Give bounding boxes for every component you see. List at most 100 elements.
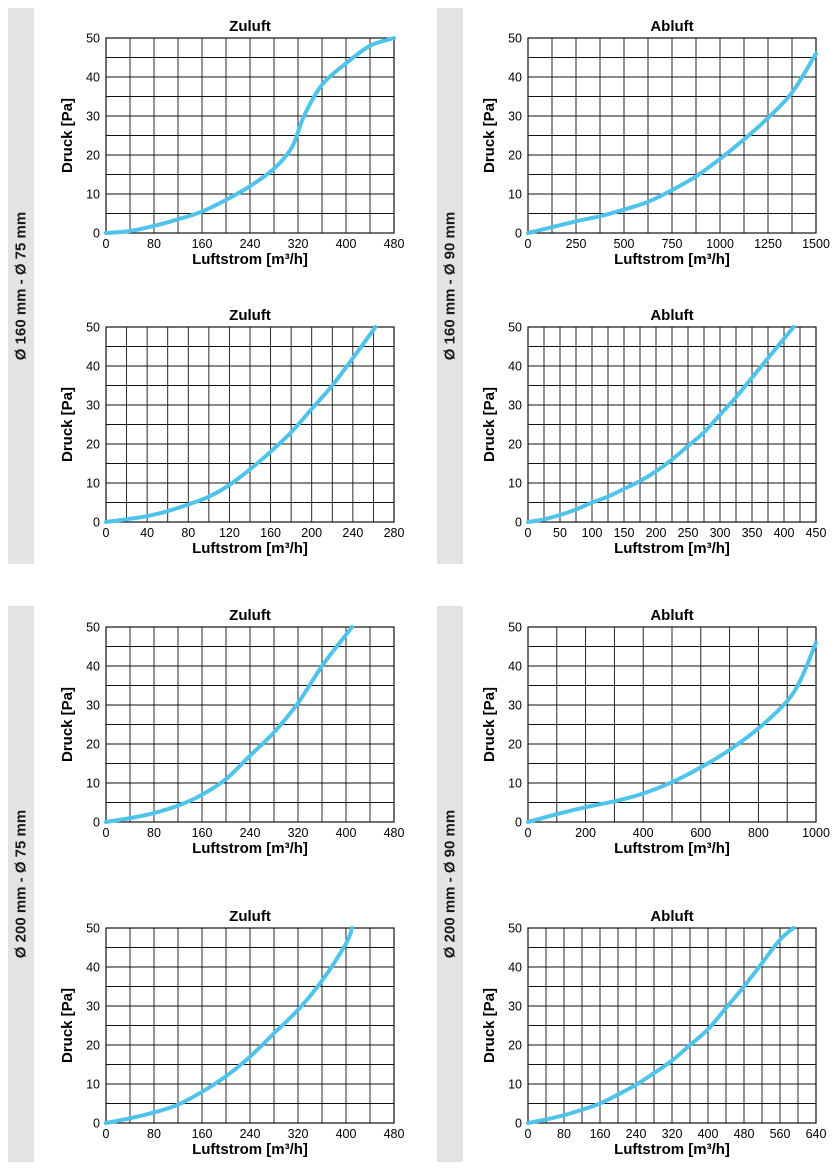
chart-7: 0 10 20 30 40 50 0 80 160 240 320 400 480 Zuluft Lufts…: [59, 908, 404, 1158]
x-tick-label: 480: [384, 237, 405, 251]
x-tick-label: 600: [690, 826, 711, 840]
plot-frame: [105, 626, 395, 823]
y-tick-label: 0: [515, 516, 522, 530]
y-tick-label: 20: [86, 438, 100, 452]
x-axis-label: Luftstrom [m³/h]: [192, 540, 308, 557]
series-line: [104, 36, 396, 235]
series-line: [526, 640, 818, 824]
x-axis-label: Luftstrom [m³/h]: [614, 251, 730, 268]
x-tick-label: 160: [260, 526, 281, 540]
x-tick-label: 480: [384, 826, 405, 840]
y-tick-label: 10: [508, 477, 522, 491]
y-tick-label: 50: [508, 922, 522, 936]
y-tick-label: 20: [508, 1039, 522, 1053]
x-tick-label: 80: [147, 237, 161, 251]
x-axis-label: Luftstrom [m³/h]: [192, 251, 308, 268]
x-tick-label: 160: [590, 1127, 611, 1141]
y-tick-label: 20: [86, 1039, 100, 1053]
x-tick-label: 1000: [802, 826, 830, 840]
y-tick-label: 30: [508, 1000, 522, 1014]
y-tick-label: 20: [86, 149, 100, 163]
group-band-1: Ø 160 mm - Ø 75 mm: [8, 8, 34, 564]
x-tick-label: 0: [525, 526, 532, 540]
series-line: [526, 51, 818, 235]
y-tick-label: 0: [515, 816, 522, 830]
x-tick-label: 400: [774, 526, 795, 540]
x-axis-label: Luftstrom [m³/h]: [614, 840, 730, 857]
x-tick-label: 400: [698, 1127, 719, 1141]
plot-frame: [105, 37, 395, 234]
x-tick-label: 0: [103, 1127, 110, 1141]
x-axis-label: Luftstrom [m³/h]: [614, 540, 730, 557]
y-tick-label: 10: [86, 1078, 100, 1092]
x-tick-label: 280: [384, 526, 405, 540]
x-tick-label: 0: [525, 1127, 532, 1141]
x-tick-label: 250: [566, 237, 587, 251]
x-tick-label: 80: [181, 526, 195, 540]
x-tick-label: 1500: [802, 237, 830, 251]
x-tick-label: 560: [770, 1127, 791, 1141]
x-tick-label: 150: [614, 526, 635, 540]
chart-title: Zuluft: [229, 908, 271, 925]
y-tick-label: 50: [86, 32, 100, 46]
x-tick-label: 240: [240, 237, 261, 251]
chart-5: 0 10 20 30 40 50 0 80 160 240 320 400 480 Zuluft Lufts…: [59, 607, 404, 857]
chart-1: 0 10 20 30 40 50 0 80 160 240 320 400 480 Zuluft Lufts…: [59, 18, 404, 268]
y-tick-label: 50: [86, 321, 100, 335]
x-tick-label: 480: [734, 1127, 755, 1141]
y-tick-label: 0: [515, 1117, 522, 1131]
x-tick-label: 200: [575, 826, 596, 840]
y-tick-label: 20: [86, 738, 100, 752]
y-tick-label: 20: [508, 738, 522, 752]
y-tick-label: 40: [86, 961, 100, 975]
x-tick-label: 0: [525, 237, 532, 251]
y-tick-label: 0: [93, 1117, 100, 1131]
x-tick-label: 200: [301, 526, 322, 540]
y-tick-label: 30: [508, 699, 522, 713]
x-tick-label: 350: [742, 526, 763, 540]
x-tick-label: 500: [614, 237, 635, 251]
y-tick-label: 30: [86, 699, 100, 713]
y-tick-label: 0: [93, 227, 100, 241]
x-tick-label: 240: [240, 826, 261, 840]
plot-frame: [105, 326, 395, 523]
x-tick-label: 640: [806, 1127, 827, 1141]
y-tick-label: 40: [508, 360, 522, 374]
y-tick-label: 30: [86, 110, 100, 124]
x-tick-label: 40: [140, 526, 154, 540]
chart-title: Abluft: [650, 908, 693, 925]
x-tick-label: 100: [582, 526, 603, 540]
chart-6: 0 10 20 30 40 50 0 200 400 600 800 1000 Abluft Luftst…: [481, 607, 830, 857]
y-tick-label: 40: [508, 71, 522, 85]
y-tick-label: 40: [86, 660, 100, 674]
y-tick-label: 40: [86, 360, 100, 374]
x-tick-label: 400: [336, 237, 357, 251]
y-tick-label: 40: [508, 660, 522, 674]
chart-4: 0 10 20 30 40 50 0 50 100 150 200 250 300 350 400 450 Ab…: [481, 307, 826, 557]
x-tick-label: 80: [147, 1127, 161, 1141]
plot-frame: [527, 37, 817, 234]
y-tick-label: 30: [508, 110, 522, 124]
y-tick-label: 0: [93, 516, 100, 530]
y-axis-label: Druck [Pa]: [481, 98, 498, 173]
y-axis-label: Druck [Pa]: [59, 98, 76, 173]
y-tick-label: 10: [508, 1078, 522, 1092]
series-line: [104, 325, 378, 524]
chart-title: Zuluft: [229, 607, 271, 624]
plot-frame: [527, 626, 817, 823]
x-tick-label: 240: [342, 526, 363, 540]
x-tick-label: 320: [288, 826, 309, 840]
x-tick-label: 240: [626, 1127, 647, 1141]
y-tick-label: 50: [86, 922, 100, 936]
x-tick-label: 400: [336, 1127, 357, 1141]
y-axis-label: Druck [Pa]: [59, 988, 76, 1063]
x-axis-label: Luftstrom [m³/h]: [614, 1141, 730, 1158]
y-tick-label: 20: [508, 438, 522, 452]
x-tick-label: 120: [219, 526, 240, 540]
x-tick-label: 160: [192, 826, 213, 840]
x-tick-label: 240: [240, 1127, 261, 1141]
y-tick-label: 50: [508, 321, 522, 335]
x-tick-label: 800: [748, 826, 769, 840]
x-tick-label: 400: [336, 826, 357, 840]
y-tick-label: 30: [508, 399, 522, 413]
